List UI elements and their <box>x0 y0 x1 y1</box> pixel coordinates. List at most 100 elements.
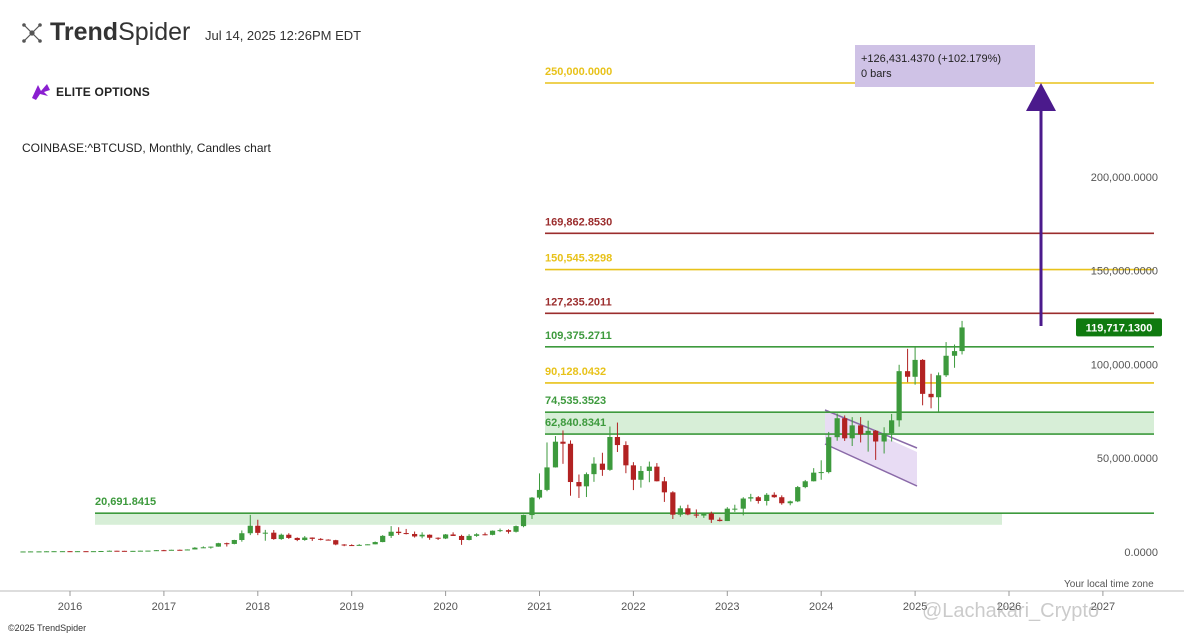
candle-41 <box>341 544 347 547</box>
candle-body <box>599 463 606 470</box>
candle-9 <box>90 551 97 553</box>
candle-5 <box>59 551 66 553</box>
measurement-tool[interactable]: +126,431.4370 (+102.179%) 0 bars <box>855 45 1056 326</box>
candle-106 <box>849 417 855 447</box>
trendspider-logo: TrendSpider <box>20 18 190 47</box>
candle-116 <box>928 373 934 409</box>
candle-70 <box>567 440 574 496</box>
candle-body <box>145 550 151 552</box>
timezone-label[interactable]: Your local time zone <box>1064 579 1154 590</box>
candle-body <box>849 425 855 439</box>
x-tick-3: 2019 <box>339 601 363 613</box>
candle-88 <box>708 511 714 523</box>
x-tick-11: 2027 <box>1091 601 1115 613</box>
candle-33 <box>278 533 284 540</box>
candle-17 <box>153 550 159 552</box>
candle-body <box>685 508 691 515</box>
candle-body <box>450 534 456 536</box>
level-label-6: 74,535.3523 <box>545 395 606 407</box>
candle-38 <box>318 538 324 541</box>
candle-101 <box>811 468 817 482</box>
candle-body <box>325 539 331 541</box>
candle-body <box>661 481 667 493</box>
candle-110 <box>881 427 887 454</box>
candle-12 <box>114 550 120 552</box>
candle-body <box>121 550 128 552</box>
candle-63 <box>513 525 519 533</box>
candle-61 <box>497 528 503 533</box>
current-price-label: 119,717.1300 <box>1086 322 1153 334</box>
candle-0 <box>20 551 26 553</box>
candle-body <box>231 539 237 544</box>
candle-body <box>654 466 660 482</box>
candle-77 <box>623 441 629 474</box>
candle-body <box>623 445 629 466</box>
measure-delta: +126,431.4370 (+102.179%) <box>861 53 1001 65</box>
candle-body <box>458 535 465 540</box>
candle-body <box>951 351 958 356</box>
candle-body <box>83 551 89 553</box>
candle-body <box>224 543 230 545</box>
candle-body <box>208 546 214 548</box>
candle-body <box>372 542 378 545</box>
candle-body <box>544 467 550 490</box>
candle-body <box>473 534 480 536</box>
x-tick-5: 2021 <box>527 601 551 613</box>
candle-118 <box>943 342 949 377</box>
candle-body <box>920 359 926 394</box>
level-label-2: 150,545.3298 <box>545 253 612 265</box>
candle-body <box>677 508 683 515</box>
candle-body <box>153 550 159 552</box>
candle-body <box>333 540 339 545</box>
candle-body <box>106 550 113 552</box>
candle-113 <box>904 348 911 383</box>
support-zones <box>95 412 1154 525</box>
candle-44 <box>365 544 371 546</box>
candle-body <box>904 371 911 377</box>
brand-name: TrendSpider <box>50 18 191 46</box>
symbol-label: COINBASE:^BTCUSD, Monthly, Candles chart <box>22 141 271 155</box>
candle-86 <box>693 509 699 518</box>
candle-body <box>67 551 73 553</box>
candle-body <box>881 433 887 442</box>
candle-92 <box>740 497 746 516</box>
channel-upper-line <box>824 409 918 449</box>
candle-13 <box>121 550 128 552</box>
level-label-4: 109,375.2711 <box>545 330 612 342</box>
horizontal-levels[interactable]: 250,000.0000 169,862.8530 150,545.3298 127,… <box>95 66 1154 514</box>
candle-body <box>708 513 714 520</box>
candle-body <box>27 551 34 553</box>
level-label-3: 127,235.2011 <box>545 296 612 308</box>
candle-120 <box>959 320 965 355</box>
candle-47 <box>388 526 394 538</box>
x-tick-1: 2017 <box>152 601 176 613</box>
candle-body <box>137 550 144 552</box>
candle-83 <box>670 491 676 519</box>
candle-body <box>732 508 738 510</box>
x-axis: 2016 2017 2018 2019 2020 2021 2022 2023 2024 2025… <box>0 590 1184 613</box>
y-axis: 200,000.0000 150,000.0000 100,000.0000 50,0… <box>1076 172 1162 559</box>
x-tick-10: 2026 <box>997 601 1021 613</box>
candle-body <box>349 545 355 547</box>
level-label-5: 90,128.0432 <box>545 366 606 378</box>
candle-59 <box>482 532 488 536</box>
candle-87 <box>701 512 707 518</box>
candle-body <box>419 534 425 537</box>
candle-23 <box>200 546 206 549</box>
candle-body <box>36 551 42 553</box>
candle-body <box>365 544 371 546</box>
candle-body <box>795 487 801 502</box>
candle-6 <box>67 551 73 553</box>
candle-body <box>192 547 198 550</box>
level-label-1: 169,862.8530 <box>545 216 612 228</box>
candle-35 <box>294 537 300 542</box>
candle-body <box>161 550 167 552</box>
candle-79 <box>638 466 644 488</box>
candle-body <box>412 533 418 537</box>
candle-body <box>278 534 284 540</box>
candle-84 <box>677 505 683 517</box>
candle-body <box>552 441 559 468</box>
elite-options-logo: ELITE OPTIONS <box>30 82 150 102</box>
candle-body <box>318 538 324 540</box>
